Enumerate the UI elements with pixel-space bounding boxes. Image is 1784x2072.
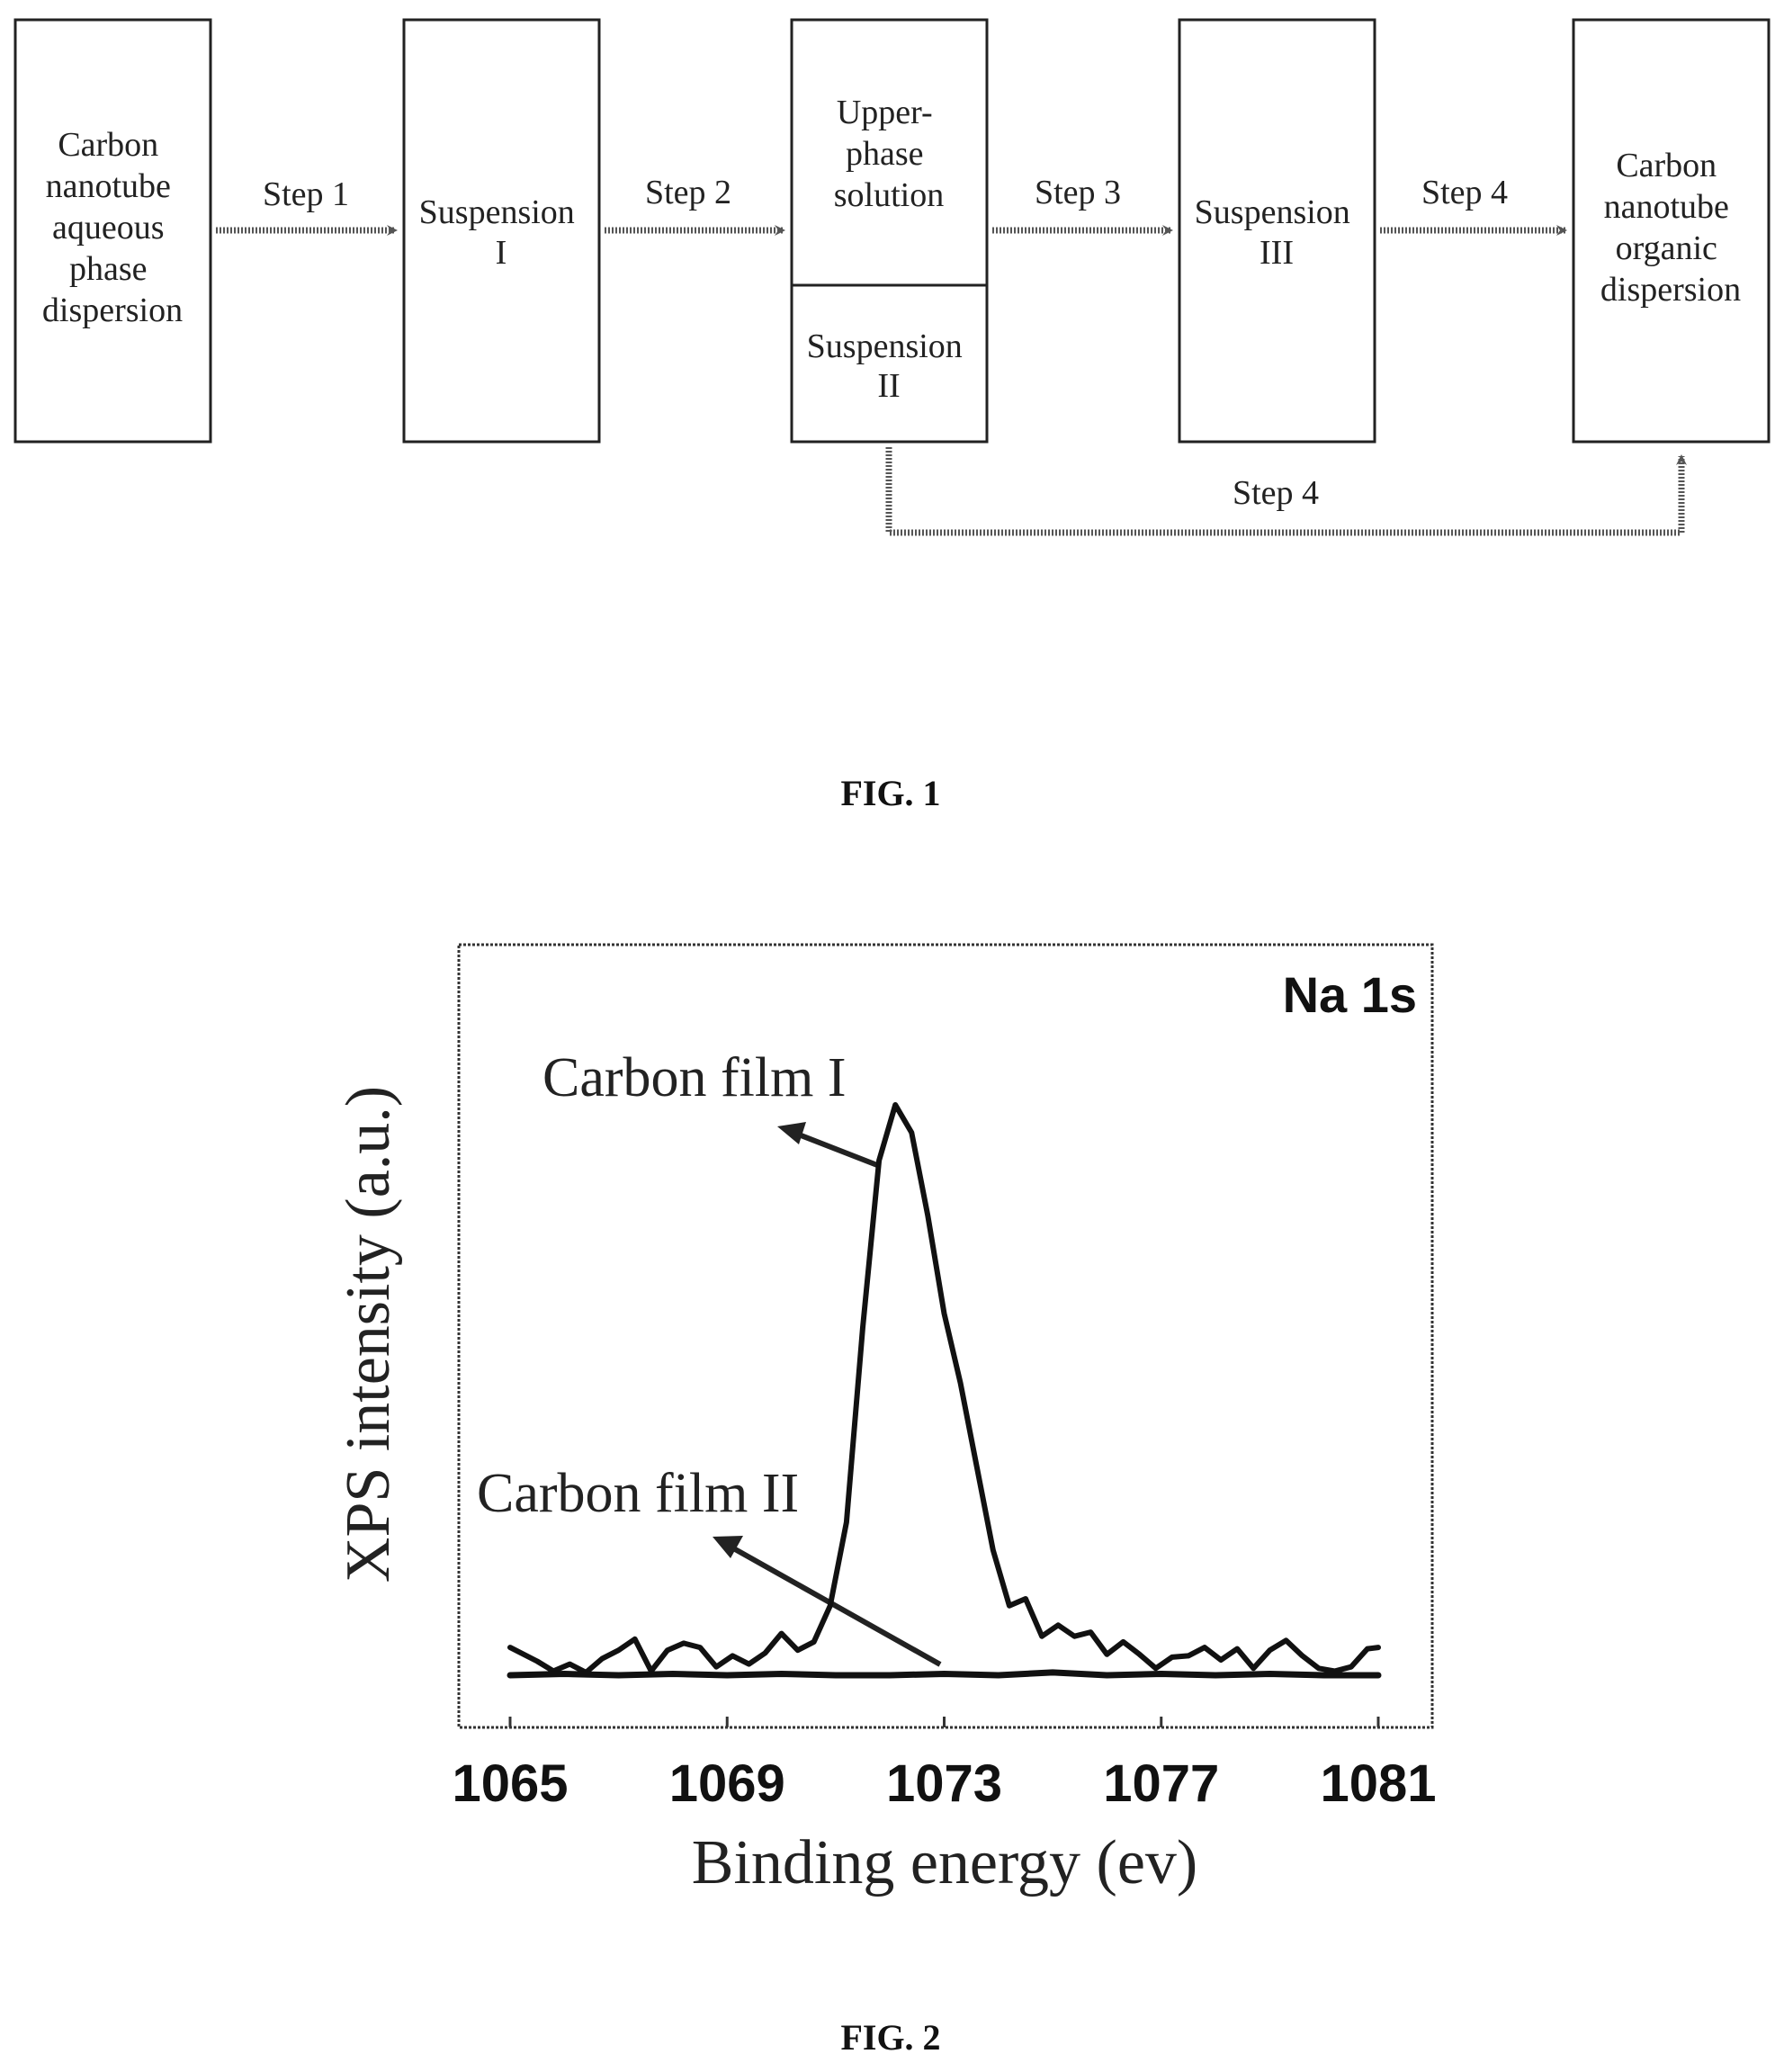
box-upper-phase: Upper- phase solution Suspension II (790, 18, 989, 444)
svg-text:Suspension I: Suspension I (419, 193, 584, 272)
box-aqueous-line-4: phase (69, 250, 148, 288)
box-upper-line-3: solution (834, 176, 944, 214)
box-organic-line-4: dispersion (1600, 271, 1741, 309)
box-suspension-3: Suspension III (1178, 18, 1376, 444)
chart-title: Na 1s (1283, 966, 1417, 1023)
box-organic-line-3: organic (1616, 229, 1717, 267)
series-line-2 (507, 1669, 1382, 1679)
annotation-arrow-2 (713, 1536, 942, 1667)
annotation-arrow-1 (777, 1122, 879, 1168)
arrow-step-4b-label: Step 4 (1233, 474, 1319, 512)
box-suspension-1-line-2: I (496, 234, 507, 272)
box-organic-dispersion: Carbon nanotube organic dispersion (1572, 18, 1771, 444)
annotation-carbon-film-1: Carbon film I (542, 1047, 847, 1108)
flow-diagram: Carbon nanotube aqueous phase dispersion… (13, 18, 1771, 813)
x-tick-label: 1073 (886, 1754, 1002, 1813)
arrow-step-4b: Step 4 (885, 447, 1687, 536)
svg-text:Suspension III: Suspension III (1195, 193, 1359, 272)
arrow-step-4a-label: Step 4 (1421, 174, 1508, 211)
x-tick-label: 1081 (1320, 1754, 1436, 1813)
arrow-step-2: Step 2 (605, 174, 785, 236)
svg-text:Carbon nanotube aq: Carbon nanotube aqueous phase dispersion (42, 126, 183, 329)
arrow-step-4a: Step 4 (1380, 174, 1567, 236)
box-aqueous-line-5: dispersion (42, 292, 183, 329)
figure-2-caption: FIG. 2 (840, 2017, 940, 2058)
x-tick-label: 1077 (1103, 1754, 1219, 1813)
y-axis-label: XPS intensity (a.u.) (334, 1086, 403, 1583)
annotation-carbon-film-2: Carbon film II (477, 1463, 799, 1524)
box-aqueous-line-3: aqueous (52, 209, 165, 247)
box-suspension-3-line-1: Suspension (1195, 193, 1350, 231)
svg-text:Carbon nanotube or: Carbon nanotube organic dispersion (1600, 147, 1741, 309)
box-upper-line-1: Upper- (837, 94, 933, 131)
box-aqueous-line-1: Carbon (58, 126, 158, 164)
box-suspension-1-line-1: Suspension (419, 193, 575, 231)
arrow-step-3: Step 3 (992, 174, 1173, 236)
svg-text:Suspension II: Suspension II (807, 327, 972, 405)
box-organic-line-2: nanotube (1604, 188, 1729, 226)
arrow-step-1: Step 1 (216, 175, 398, 236)
box-aqueous-line-2: nanotube (46, 167, 171, 205)
box-aqueous-dispersion: Carbon nanotube aqueous phase dispersion (13, 18, 212, 444)
arrow-step-3-label: Step 3 (1035, 174, 1121, 211)
box-upper-line-2: phase (846, 135, 924, 173)
x-axis-label: Binding energy (ev) (692, 1828, 1197, 1897)
box-suspension-1: Suspension I (402, 18, 601, 444)
x-tick-label: 1065 (452, 1754, 568, 1813)
x-tick-label: 1069 (669, 1754, 785, 1813)
box-suspension-2-line-2: II (877, 367, 900, 405)
arrow-step-2-label: Step 2 (645, 174, 731, 211)
figure-1-caption: FIG. 1 (840, 773, 940, 813)
box-suspension-2-line-1: Suspension (807, 327, 963, 365)
box-organic-line-1: Carbon (1616, 147, 1717, 184)
box-suspension-3-line-2: III (1260, 234, 1294, 272)
series-line-1 (507, 1102, 1381, 1675)
arrow-step-1-label: Step 1 (263, 175, 349, 213)
svg-text:Upper- phase solut: Upper- phase solution (834, 94, 944, 214)
